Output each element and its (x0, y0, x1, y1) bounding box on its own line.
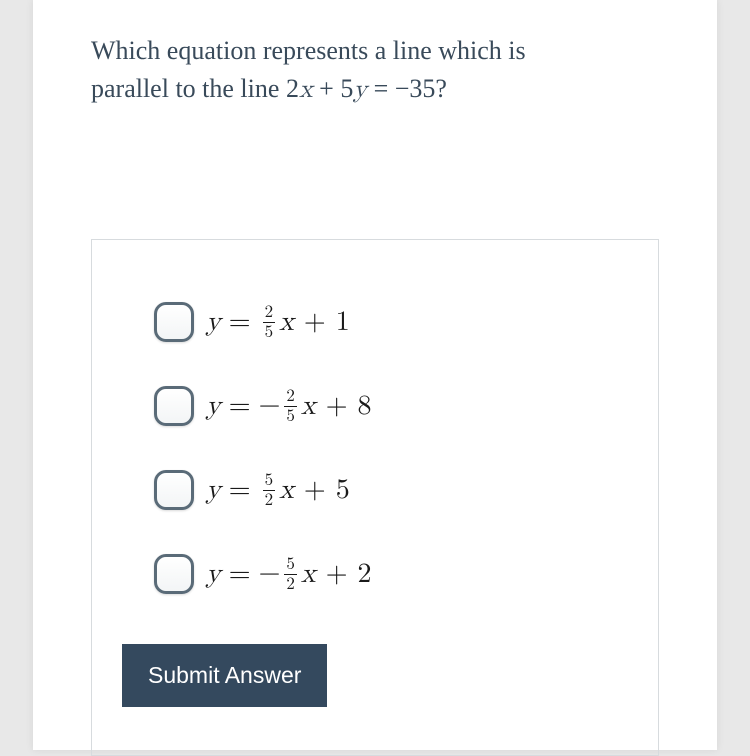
option-4: y = − 5 2 x + 2 (122, 554, 628, 594)
fraction: 5 2 (284, 556, 297, 593)
question-line2-pre: parallel to the line (91, 74, 286, 103)
option-2-checkbox[interactable] (154, 386, 194, 426)
option-1-equation: y = 2 5 x + 1 (206, 304, 350, 341)
page-card: Which equation represents a line which i… (33, 0, 717, 750)
option-1: y = 2 5 x + 1 (122, 302, 628, 342)
option-3-equation: y = 5 2 x + 5 (206, 472, 350, 509)
question-line1: Which equation represents a line which i… (91, 36, 526, 65)
question-text: Which equation represents a line which i… (91, 32, 659, 109)
fraction: 2 5 (263, 304, 276, 341)
submit-button[interactable]: Submit Answer (122, 644, 327, 707)
option-4-equation: y = − 5 2 x + 2 (206, 556, 372, 593)
option-1-checkbox[interactable] (154, 302, 194, 342)
option-2: y = − 2 5 x + 8 (122, 386, 628, 426)
fraction: 5 2 (263, 472, 276, 509)
option-3-checkbox[interactable] (154, 470, 194, 510)
fraction: 2 5 (284, 388, 297, 425)
option-4-checkbox[interactable] (154, 554, 194, 594)
question-equation: 2x + 5y = −35 (286, 74, 435, 103)
option-3: y = 5 2 x + 5 (122, 470, 628, 510)
option-2-equation: y = − 2 5 x + 8 (206, 388, 372, 425)
answers-box: y = 2 5 x + 1 y = − 2 5 (91, 239, 659, 756)
